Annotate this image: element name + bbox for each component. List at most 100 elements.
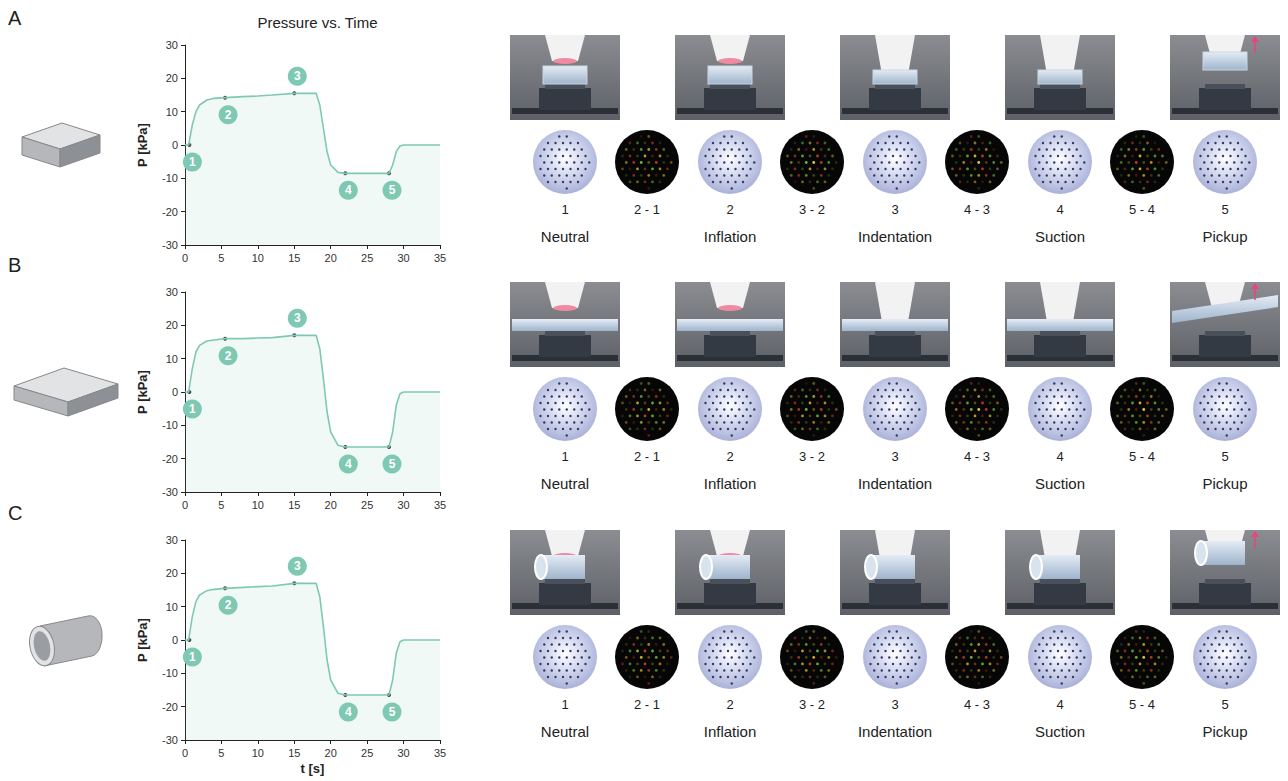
svg-text:3: 3 (294, 559, 301, 573)
svg-text:4: 4 (345, 183, 352, 197)
svg-text:25: 25 (361, 747, 373, 759)
svg-text:-30: -30 (162, 734, 178, 746)
svg-text:1: 1 (561, 449, 568, 464)
svg-text:t [s]: t [s] (301, 761, 325, 776)
svg-text:3: 3 (891, 697, 898, 712)
svg-text:P [kPa]: P [kPa] (135, 123, 150, 167)
svg-text:Pickup: Pickup (1202, 723, 1247, 740)
svg-text:2: 2 (225, 598, 232, 612)
svg-text:Indentation: Indentation (858, 475, 932, 492)
svg-text:5 - 4: 5 - 4 (1129, 449, 1155, 464)
svg-text:2 - 1: 2 - 1 (634, 202, 660, 217)
svg-text:Pickup: Pickup (1202, 228, 1247, 245)
svg-text:0: 0 (182, 499, 188, 511)
svg-text:4 - 3: 4 - 3 (964, 449, 990, 464)
svg-text:5: 5 (218, 499, 224, 511)
svg-text:-20: -20 (162, 206, 178, 218)
svg-text:20: 20 (166, 567, 178, 579)
svg-text:2 - 1: 2 - 1 (634, 449, 660, 464)
svg-text:35: 35 (434, 499, 446, 511)
svg-text:4: 4 (345, 705, 352, 719)
svg-text:2: 2 (225, 349, 232, 363)
svg-text:2 - 1: 2 - 1 (634, 697, 660, 712)
svg-text:20: 20 (166, 72, 178, 84)
svg-text:25: 25 (361, 252, 373, 264)
svg-text:-20: -20 (162, 701, 178, 713)
svg-text:Neutral: Neutral (541, 723, 589, 740)
svg-text:Inflation: Inflation (704, 228, 757, 245)
svg-text:C: C (8, 502, 22, 524)
svg-text:Indentation: Indentation (858, 723, 932, 740)
svg-text:20: 20 (325, 747, 337, 759)
svg-text:1: 1 (189, 155, 196, 169)
svg-text:5: 5 (218, 747, 224, 759)
svg-text:10: 10 (166, 601, 178, 613)
svg-text:15: 15 (288, 252, 300, 264)
svg-text:3: 3 (294, 69, 301, 83)
svg-text:5: 5 (1221, 202, 1228, 217)
svg-text:4: 4 (1056, 202, 1063, 217)
svg-text:4 - 3: 4 - 3 (964, 202, 990, 217)
svg-text:10: 10 (252, 252, 264, 264)
svg-text:5 - 4: 5 - 4 (1129, 202, 1155, 217)
svg-text:0: 0 (172, 634, 178, 646)
svg-text:Pressure vs. Time: Pressure vs. Time (257, 14, 377, 31)
svg-text:4 - 3: 4 - 3 (964, 697, 990, 712)
svg-text:1: 1 (189, 650, 196, 664)
svg-text:0: 0 (182, 252, 188, 264)
svg-text:2: 2 (726, 202, 733, 217)
svg-text:10: 10 (252, 747, 264, 759)
svg-text:10: 10 (166, 353, 178, 365)
svg-text:1: 1 (189, 402, 196, 416)
svg-text:20: 20 (325, 252, 337, 264)
svg-text:15: 15 (288, 747, 300, 759)
svg-text:2: 2 (726, 697, 733, 712)
svg-text:Inflation: Inflation (704, 723, 757, 740)
svg-text:Indentation: Indentation (858, 228, 932, 245)
svg-text:5: 5 (1221, 449, 1228, 464)
svg-text:30: 30 (397, 747, 409, 759)
svg-text:20: 20 (325, 499, 337, 511)
svg-text:3: 3 (891, 449, 898, 464)
svg-text:2: 2 (225, 108, 232, 122)
svg-text:3 - 2: 3 - 2 (799, 697, 825, 712)
svg-text:3 - 2: 3 - 2 (799, 202, 825, 217)
svg-text:3 - 2: 3 - 2 (799, 449, 825, 464)
svg-text:2: 2 (726, 449, 733, 464)
svg-text:35: 35 (434, 747, 446, 759)
svg-text:-10: -10 (162, 172, 178, 184)
svg-text:1: 1 (561, 202, 568, 217)
svg-text:30: 30 (397, 499, 409, 511)
svg-text:Suction: Suction (1035, 228, 1085, 245)
svg-text:30: 30 (166, 286, 178, 298)
svg-text:5: 5 (389, 705, 396, 719)
svg-text:A: A (8, 7, 22, 29)
svg-text:4: 4 (345, 457, 352, 471)
svg-text:4: 4 (1056, 697, 1063, 712)
svg-text:20: 20 (166, 319, 178, 331)
svg-text:5: 5 (389, 183, 396, 197)
svg-text:Inflation: Inflation (704, 475, 757, 492)
svg-text:4: 4 (1056, 449, 1063, 464)
svg-text:Suction: Suction (1035, 475, 1085, 492)
svg-text:B: B (8, 254, 21, 276)
svg-text:-30: -30 (162, 486, 178, 498)
svg-text:1: 1 (561, 697, 568, 712)
svg-text:-30: -30 (162, 239, 178, 251)
svg-text:10: 10 (252, 499, 264, 511)
svg-text:3: 3 (294, 311, 301, 325)
svg-text:P [kPa]: P [kPa] (135, 618, 150, 662)
svg-text:Pickup: Pickup (1202, 475, 1247, 492)
svg-text:Suction: Suction (1035, 723, 1085, 740)
svg-text:30: 30 (166, 534, 178, 546)
svg-text:-10: -10 (162, 419, 178, 431)
svg-text:5: 5 (1221, 697, 1228, 712)
svg-text:0: 0 (182, 747, 188, 759)
svg-text:P [kPa]: P [kPa] (135, 370, 150, 414)
svg-text:5: 5 (218, 252, 224, 264)
svg-text:-10: -10 (162, 667, 178, 679)
svg-text:Neutral: Neutral (541, 475, 589, 492)
svg-text:Neutral: Neutral (541, 228, 589, 245)
svg-text:3: 3 (891, 202, 898, 217)
svg-text:0: 0 (172, 386, 178, 398)
